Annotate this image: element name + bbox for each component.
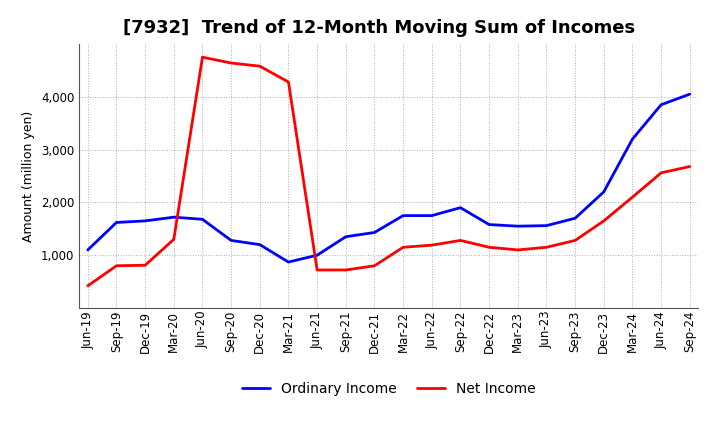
Line: Net Income: Net Income [88,57,690,286]
Ordinary Income [141,218,150,224]
Net Income [485,245,493,250]
Ordinary Income [112,220,121,225]
Net Income [513,247,522,253]
Net Income [428,242,436,248]
Y-axis label: Amount (million yen): Amount (million yen) [22,110,35,242]
Ordinary Income [485,222,493,227]
Ordinary Income [399,213,408,218]
Ordinary Income [600,189,608,194]
Ordinary Income [571,216,580,221]
Ordinary Income [84,247,92,253]
Text: [7932]  Trend of 12-Month Moving Sum of Incomes: [7932] Trend of 12-Month Moving Sum of I… [122,19,634,37]
Net Income [312,268,321,273]
Net Income [370,263,379,268]
Ordinary Income [513,224,522,229]
Net Income [399,245,408,250]
Net Income [84,283,92,289]
Ordinary Income [227,238,235,243]
Ordinary Income [657,102,665,107]
Ordinary Income [198,216,207,222]
Net Income [256,63,264,69]
Net Income [141,263,150,268]
Net Income [341,268,350,273]
Net Income [112,263,121,268]
Net Income [284,79,293,84]
Ordinary Income [685,92,694,97]
Net Income [227,60,235,66]
Ordinary Income [256,242,264,247]
Net Income [542,245,551,250]
Ordinary Income [284,260,293,265]
Ordinary Income [628,136,636,142]
Ordinary Income [542,223,551,228]
Ordinary Income [456,205,465,210]
Ordinary Income [428,213,436,218]
Ordinary Income [312,253,321,258]
Legend: Ordinary Income, Net Income: Ordinary Income, Net Income [236,376,541,401]
Net Income [571,238,580,243]
Net Income [456,238,465,243]
Net Income [169,237,178,242]
Net Income [628,194,636,200]
Net Income [600,218,608,224]
Net Income [198,55,207,60]
Line: Ordinary Income: Ordinary Income [88,94,690,262]
Ordinary Income [370,230,379,235]
Net Income [657,170,665,176]
Ordinary Income [341,234,350,239]
Ordinary Income [169,215,178,220]
Net Income [685,164,694,169]
